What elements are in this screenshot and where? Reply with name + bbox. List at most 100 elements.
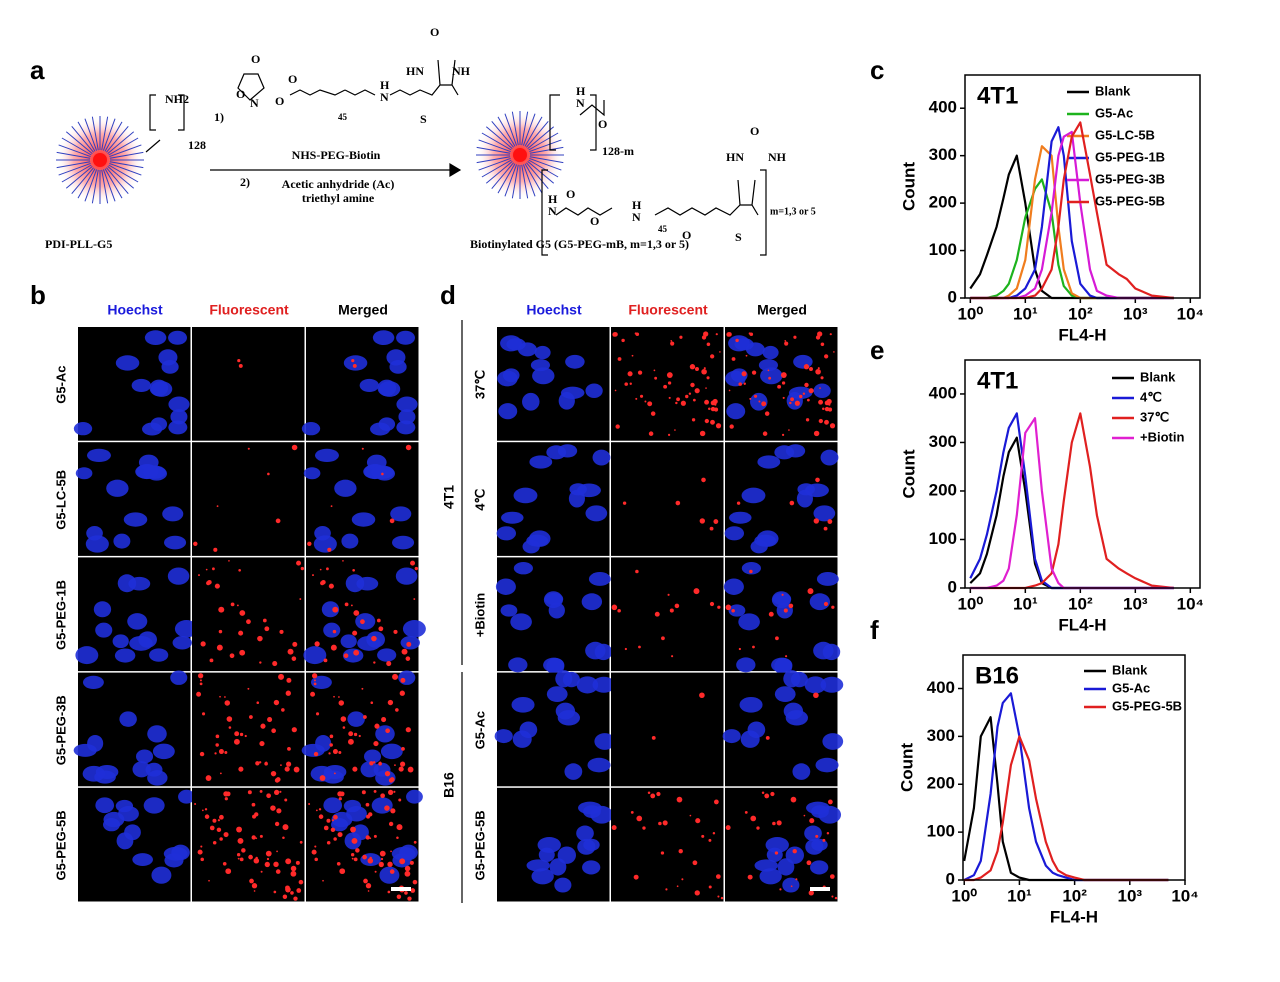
dendrimer-branch	[109, 162, 142, 176]
red-spot	[614, 389, 617, 392]
red-spot	[676, 397, 680, 402]
red-spot	[265, 850, 272, 857]
red-spot	[731, 608, 735, 613]
nucleus	[576, 676, 599, 694]
red-spot	[206, 580, 211, 586]
red-spot	[215, 734, 220, 739]
red-spot	[799, 394, 803, 399]
red-spot	[715, 333, 718, 336]
red-spot	[287, 746, 291, 751]
red-spot	[725, 604, 732, 611]
micrograph	[611, 672, 724, 787]
dendrimer-branch	[109, 161, 144, 169]
red-spot	[782, 396, 785, 400]
red-spot	[224, 750, 228, 755]
red-spot	[701, 368, 707, 375]
nucleus	[163, 846, 188, 861]
y-tick-label: 100	[929, 529, 957, 548]
red-spot	[764, 793, 770, 799]
red-spot	[338, 750, 342, 755]
nucleus	[123, 512, 148, 527]
red-spot	[247, 447, 250, 450]
red-spot	[274, 789, 280, 795]
nucleus	[726, 403, 746, 420]
nucleus	[793, 354, 813, 369]
nucleus	[340, 634, 357, 649]
red-spot	[400, 677, 406, 683]
red-spot	[807, 588, 814, 595]
red-spot	[342, 560, 344, 562]
nucleus	[554, 877, 572, 893]
red-spot	[676, 796, 683, 803]
nucleus	[741, 562, 761, 575]
nucleus	[582, 860, 601, 875]
nucleus	[147, 770, 168, 786]
dendrimer-branch	[91, 116, 99, 151]
red-spot	[406, 641, 412, 647]
red-spot	[318, 808, 322, 811]
nucleus	[170, 409, 188, 425]
red-spot	[703, 367, 706, 370]
red-spot	[282, 824, 289, 831]
red-spot	[399, 858, 406, 865]
red-spot	[338, 700, 345, 706]
red-spot	[224, 696, 226, 698]
y-tick-label: 0	[948, 287, 957, 306]
red-spot	[350, 853, 355, 857]
dendrimer-branch	[522, 164, 536, 197]
atom: N	[548, 204, 557, 218]
dendrimer-branch	[527, 126, 555, 149]
red-spot	[689, 364, 696, 370]
red-spot	[315, 809, 318, 812]
column-header: Fluorescent	[628, 302, 708, 318]
red-spot	[237, 857, 240, 860]
red-spot	[291, 444, 298, 451]
peg-repeat: 45	[338, 112, 348, 122]
micrograph	[611, 557, 724, 672]
red-spot	[214, 752, 217, 755]
red-spot	[218, 606, 225, 613]
red-spot	[785, 655, 788, 658]
red-spot	[380, 793, 385, 799]
y-tick-label: 200	[929, 193, 957, 212]
red-spot	[394, 764, 396, 767]
red-spot	[323, 658, 328, 663]
red-spot	[679, 335, 683, 339]
nucleus	[785, 846, 804, 864]
nucleus	[560, 386, 585, 399]
nucleus	[522, 392, 540, 411]
red-spot	[653, 369, 656, 372]
x-tick-label: 10¹	[1013, 594, 1038, 613]
red-spot	[368, 812, 373, 817]
nucleus	[356, 576, 379, 591]
red-spot	[216, 644, 223, 651]
atom: O	[288, 72, 297, 86]
red-spot	[671, 655, 674, 658]
red-spot	[326, 840, 331, 845]
nucleus	[500, 604, 518, 617]
red-spot	[386, 661, 392, 667]
red-spot	[376, 618, 381, 623]
row-label: +Biotin	[472, 593, 487, 637]
red-spot	[219, 814, 224, 820]
red-spot	[788, 603, 794, 609]
nucleus	[378, 381, 401, 397]
red-spot	[749, 332, 754, 337]
red-spot	[253, 890, 256, 892]
red-spot	[333, 814, 338, 820]
red-spot	[285, 690, 291, 696]
red-spot	[693, 588, 700, 595]
nucleus	[546, 445, 567, 460]
red-spot	[293, 896, 298, 901]
red-spot	[209, 825, 215, 831]
row-label: G5-LC-5B	[53, 470, 68, 530]
atom: H	[380, 78, 390, 92]
nucleus	[497, 370, 518, 387]
red-spot	[365, 802, 370, 807]
legend-label: Blank	[1095, 83, 1131, 98]
row-label: G5-PEG-5B	[472, 810, 487, 880]
red-spot	[701, 834, 705, 838]
atom: O	[682, 228, 691, 242]
red-spot	[710, 406, 716, 412]
red-spot	[729, 424, 734, 429]
